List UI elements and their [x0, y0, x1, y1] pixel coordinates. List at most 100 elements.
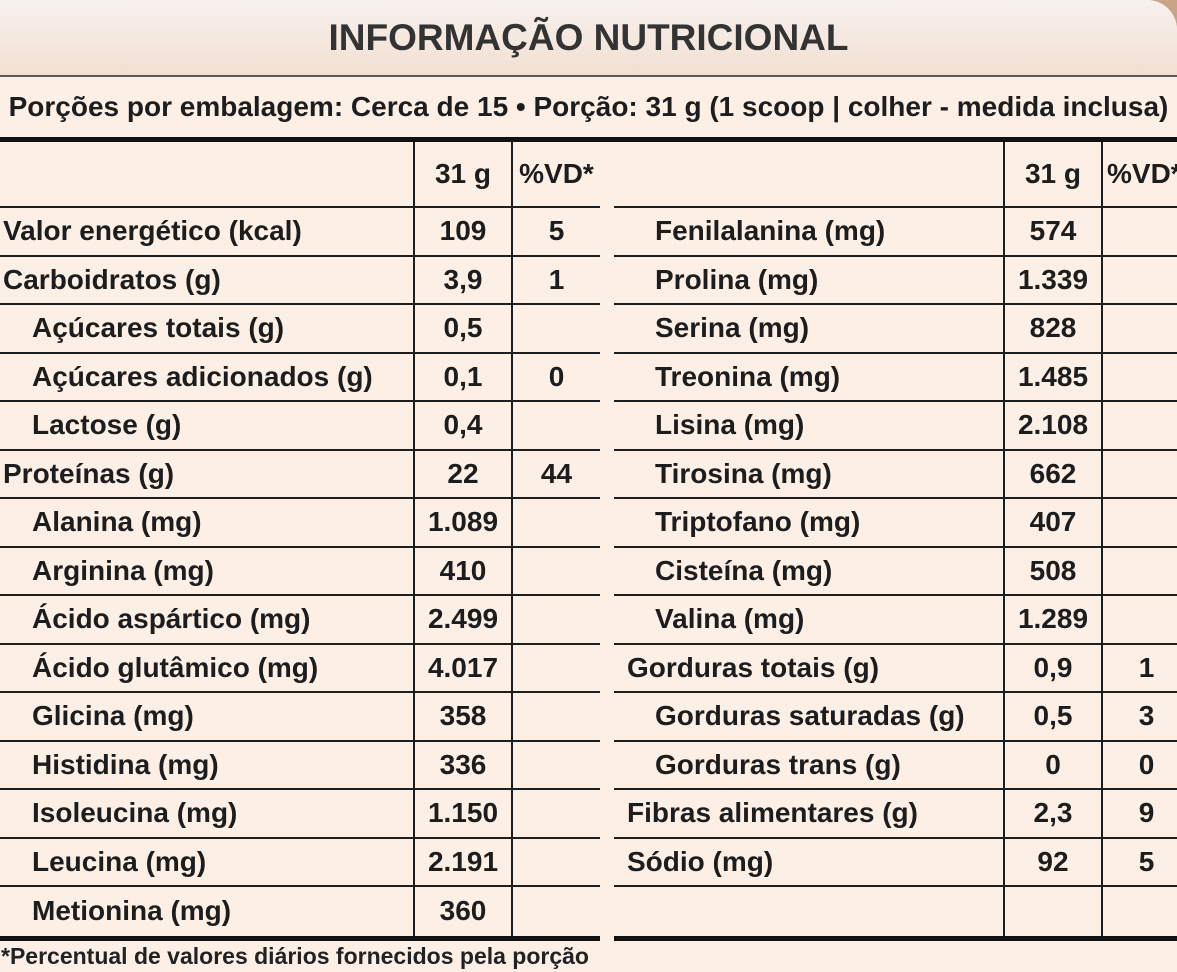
- nutrient-amount-cell: 0: [1005, 741, 1103, 788]
- nutrient-name-cell: Lisina (mg): [614, 402, 1005, 449]
- nutrient-name-cell: Tirosina (mg): [614, 450, 1005, 497]
- serving-info: Porções por embalagem: Cerca de 15 • Por…: [8, 91, 1169, 122]
- nutrient-name-cell: Metionina (mg): [0, 887, 415, 936]
- nutrient-dv-cell: [513, 693, 600, 740]
- nutrient-dv-cell: [1103, 887, 1177, 936]
- nutrient-dv-cell: [513, 839, 600, 886]
- nutrient-name-cell: Lactose (g): [0, 402, 415, 449]
- nutrient-dv-cell: 0: [548, 360, 565, 392]
- nutrient-row: Fenilalanina (mg) 574: [614, 208, 1177, 257]
- nutrient-row: Lactose (g) 0,4: [0, 402, 600, 451]
- nutrient-name-cell: Isoleucina (mg): [0, 790, 415, 837]
- nutrient-dv-cell: 5: [548, 215, 565, 247]
- nutrient-row: Tirosina (mg) 662: [614, 450, 1177, 499]
- nutrient-row: Leucina (mg) 2.191: [0, 838, 600, 887]
- nutrient-name-cell: Gorduras trans (g): [614, 741, 1005, 788]
- nutrient-amount-cell: 336: [415, 741, 513, 788]
- nutrient-name-cell: Sódio (mg): [614, 838, 1005, 885]
- nutrient-row: Gorduras saturadas (g) 0,5 3: [614, 693, 1177, 742]
- nutrient-name-cell: Açúcares adicionados (g): [0, 353, 415, 400]
- nutrient-table-right: 31 g %VD* Fenilalanina (mg) 574 Prolina (m…: [614, 142, 1177, 941]
- nutrient-row: Valor energético (kcal) 109 5: [0, 208, 600, 257]
- nutrient-amount-cell: 3,9: [415, 256, 513, 303]
- nutrient-amount-cell: 109: [415, 208, 513, 255]
- nutrient-row: Açúcares totais (g) 0,5: [0, 305, 600, 354]
- nutrient-dv-cell: [513, 645, 600, 692]
- nutrient-row: Prolina (mg) 1.339: [614, 256, 1177, 305]
- table-header-row: 31 g %VD*: [614, 142, 1177, 208]
- nutrient-amount-cell: 360: [415, 887, 513, 936]
- nutrient-name-cell: Carboidratos (g): [0, 256, 415, 303]
- nutrient-dv-cell: [513, 790, 600, 837]
- nutrient-amount-cell: 1.150: [415, 790, 513, 837]
- nutrient-dv-cell: [1103, 257, 1177, 304]
- nutrient-dv-cell: [513, 402, 600, 449]
- nutrient-name-cell: Gorduras saturadas (g): [614, 693, 1005, 740]
- nutrient-amount-cell: 407: [1005, 499, 1103, 546]
- nutrient-amount-cell: 2.108: [1005, 402, 1103, 449]
- nutrient-name-cell: Leucina (mg): [0, 838, 415, 885]
- nutrient-name-cell: Prolina (mg): [614, 256, 1005, 303]
- nutrient-dv-cell: [513, 887, 600, 936]
- header-amount: 31 g: [415, 142, 513, 206]
- table-header-row: 31 g %VD*: [0, 142, 600, 208]
- nutrient-row: Glicina (mg) 358: [0, 693, 600, 742]
- nutrient-dv-cell: [1103, 208, 1177, 255]
- nutrient-dv-cell: 0: [1138, 748, 1155, 780]
- nutrient-amount-cell: 0,4: [415, 402, 513, 449]
- nutrient-amount-cell: 574: [1005, 208, 1103, 255]
- nutrient-dv-cell: [1103, 548, 1177, 595]
- nutrient-row: Sódio (mg) 92 5: [614, 838, 1177, 887]
- nutrient-name-cell: Proteínas (g): [0, 450, 415, 497]
- nutrient-name-cell: Alanina (mg): [0, 499, 415, 546]
- nutrient-dv-cell: [1103, 499, 1177, 546]
- nutrient-row: Arginina (mg) 410: [0, 547, 600, 596]
- nutrient-amount-cell: 92: [1005, 838, 1103, 885]
- nutrient-amount-cell: 1.289: [1005, 596, 1103, 643]
- nutrient-amount-cell: 22: [415, 450, 513, 497]
- nutrient-row: Treonina (mg) 1.485: [614, 353, 1177, 402]
- nutrient-row: Ácido aspártico (mg) 2.499: [0, 596, 600, 645]
- nutrient-dv-cell: 3: [1138, 700, 1155, 732]
- nutrient-dv-cell: [1103, 402, 1177, 449]
- nutrient-name-cell: Serina (mg): [614, 305, 1005, 352]
- nutrient-name-cell: Gorduras totais (g): [614, 644, 1005, 691]
- nutrient-dv-cell: [1103, 305, 1177, 352]
- nutrient-dv-cell: 1: [548, 263, 565, 295]
- nutrient-name-cell: Valor energético (kcal): [0, 208, 415, 255]
- nutrient-amount-cell: 358: [415, 693, 513, 740]
- nutrient-amount-cell: [1005, 887, 1103, 936]
- nutrient-amount-cell: 1.089: [415, 499, 513, 546]
- nutrient-name-cell: Cisteína (mg): [614, 547, 1005, 594]
- nutrient-amount-cell: 828: [1005, 305, 1103, 352]
- nutrient-amount-cell: 0,5: [415, 305, 513, 352]
- nutrient-row: Cisteína (mg) 508: [614, 547, 1177, 596]
- nutrient-amount-cell: 2.499: [415, 596, 513, 643]
- nutrient-dv-cell: 44: [540, 457, 573, 489]
- nutrient-name-cell: Triptofano (mg): [614, 499, 1005, 546]
- nutrient-name-cell: Arginina (mg): [0, 547, 415, 594]
- nutrient-name-cell: Ácido aspártico (mg): [0, 596, 415, 643]
- nutrient-row: Triptofano (mg) 407: [614, 499, 1177, 548]
- nutrient-row: Histidina (mg) 336: [0, 741, 600, 790]
- nutrient-dv-cell: [513, 499, 600, 546]
- nutrient-amount-cell: 410: [415, 547, 513, 594]
- nutrient-name-cell: Ácido glutâmico (mg): [0, 644, 415, 691]
- nutrient-row: Serina (mg) 828: [614, 305, 1177, 354]
- nutrient-row: Lisina (mg) 2.108: [614, 402, 1177, 451]
- nutrient-name-cell: Açúcares totais (g): [0, 305, 415, 352]
- nutrient-name-cell: Histidina (mg): [0, 741, 415, 788]
- nutrient-name-cell: Treonina (mg): [614, 353, 1005, 400]
- nutrient-name-cell: Valina (mg): [614, 596, 1005, 643]
- nutrient-dv-cell: [513, 305, 600, 352]
- nutrient-dv-cell: 5: [1138, 845, 1155, 877]
- nutrient-amount-cell: 1.339: [1005, 256, 1103, 303]
- nutrient-dv-cell: [1103, 354, 1177, 401]
- nutrient-row: Valina (mg) 1.289: [614, 596, 1177, 645]
- nutrient-row: Gorduras totais (g) 0,9 1: [614, 644, 1177, 693]
- empty-row: [614, 887, 1177, 936]
- header-dv: %VD*: [1107, 158, 1177, 189]
- footnote: *Percentual de valores diários fornecido…: [1, 943, 589, 969]
- nutrient-row: Gorduras trans (g) 0 0: [614, 741, 1177, 790]
